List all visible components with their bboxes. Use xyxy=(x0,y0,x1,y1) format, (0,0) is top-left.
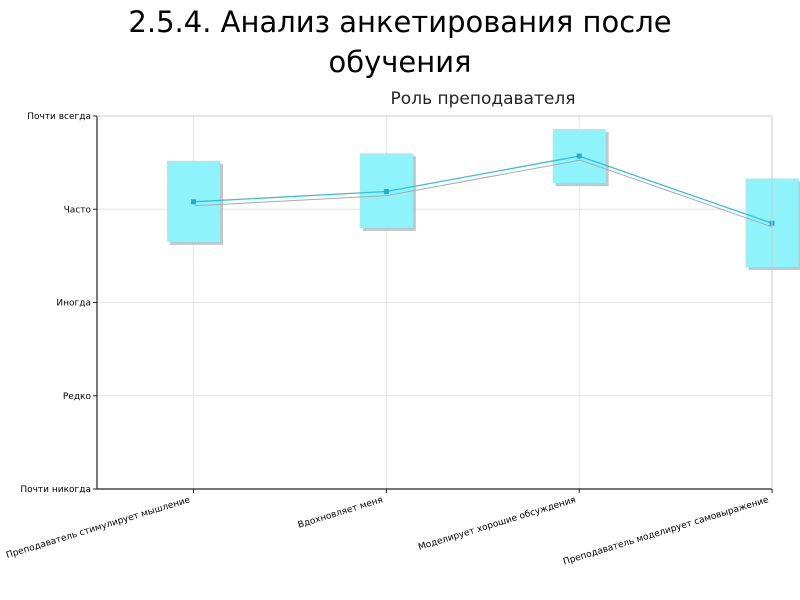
y-tick-label: Почти никогда xyxy=(20,485,91,495)
series-line xyxy=(193,155,773,224)
chart-title: Роль преподавателя xyxy=(391,89,576,109)
slide-title-line-2: обучения xyxy=(328,45,472,79)
x-tick-label: Преподаватель моделирует самовыражение xyxy=(562,495,770,567)
x-tick-label: Моделирует хорошие обсуждения xyxy=(417,495,577,553)
y-tick-label: Редко xyxy=(63,392,92,402)
y-tick-label: Иногда xyxy=(56,299,91,309)
axes xyxy=(93,115,773,493)
data-point xyxy=(576,153,582,159)
slide-title: 2.5.4. Анализ анкетирования после обучен… xyxy=(0,2,800,82)
slide-title-line-1: 2.5.4. Анализ анкетирования после xyxy=(128,5,672,39)
x-tick-label: Преподаватель стимулирует мышление xyxy=(5,495,192,561)
series-line-group xyxy=(191,153,775,228)
series-line-shadow xyxy=(194,159,774,228)
x-tick-label: Вдохновляет меня xyxy=(297,495,384,530)
data-point xyxy=(191,199,197,205)
y-tick-label: Почти всегда xyxy=(27,112,91,122)
y-tick-label: Часто xyxy=(64,205,92,215)
data-point xyxy=(383,189,389,195)
